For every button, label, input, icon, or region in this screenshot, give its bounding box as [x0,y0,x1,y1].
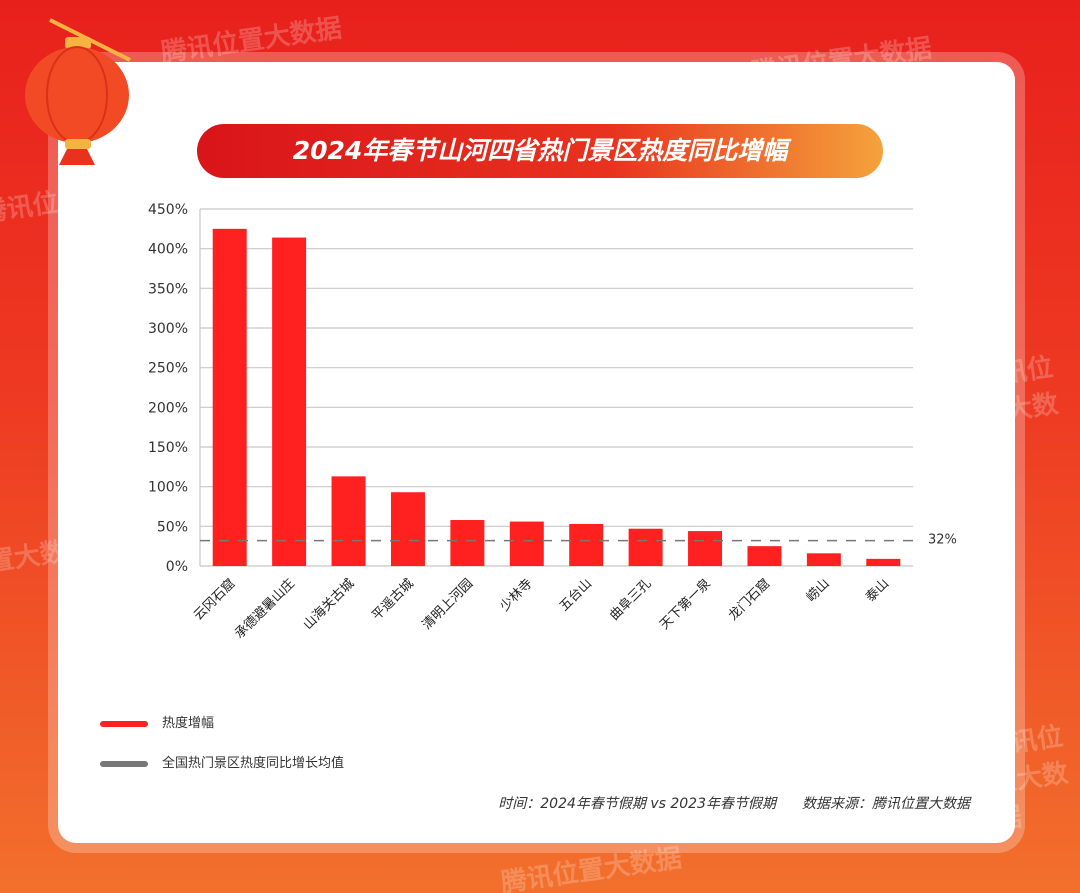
y-tick-label: 0% [166,559,188,575]
legend-item-reference: 全国热门景区热度同比增长均值 [100,752,344,771]
x-tick-label: 天下第一泉 [657,576,714,633]
bar [747,546,782,566]
y-tick-label: 400% [148,242,188,258]
reference-line-label: 32% [928,533,957,548]
bar [866,558,901,566]
x-tick-label: 泰山 [863,576,892,605]
legend-swatch [100,720,148,727]
footer-source: 数据来源：腾讯位置大数据 [802,796,970,812]
x-tick-label: 少林寺 [497,576,535,614]
bar [569,523,604,566]
legend-label: 全国热门景区热度同比增长均值 [162,756,345,771]
x-tick-label: 五台山 [557,576,595,614]
x-tick-label: 崂山 [804,576,833,605]
y-tick-label: 250% [148,361,188,377]
bar [688,531,723,566]
footer-time: 时间：2024年春节假期 vs 2023年春节假期 [498,796,776,812]
bar [628,528,663,566]
y-tick-label: 450% [148,202,188,218]
x-tick-label: 云冈石窟 [190,576,238,624]
y-tick-label: 350% [148,281,188,297]
y-tick-label: 50% [157,519,188,535]
y-tick-label: 300% [148,321,188,337]
x-tick-label: 山海关古城 [301,576,358,633]
legend-swatch [100,760,148,767]
y-tick-label: 150% [148,440,188,456]
x-tick-label: 平遥古城 [369,576,416,623]
x-tick-label: 清明上河园 [420,576,477,633]
bar [212,228,247,567]
lantern-icon [25,18,131,165]
y-tick-label: 200% [148,400,188,416]
bar [331,476,366,566]
bar [450,519,485,566]
legend-label: 热度增幅 [162,716,215,731]
x-tick-label: 承德避暑山庄 [231,576,297,642]
footer: 时间：2024年春节假期 vs 2023年春节假期 数据来源：腾讯位置大数据 [472,793,970,813]
x-tick-label: 龙门石窟 [725,576,773,624]
bar [509,521,544,566]
legend-item-series: 热度增幅 [100,712,214,731]
bar [272,237,307,566]
y-tick-label: 100% [148,480,188,496]
x-tick-label: 曲阜三孔 [606,576,654,624]
chart-title: 2024年春节山河四省热门景区热度同比增幅 [197,124,883,178]
bar [806,553,841,566]
bar [390,492,425,566]
